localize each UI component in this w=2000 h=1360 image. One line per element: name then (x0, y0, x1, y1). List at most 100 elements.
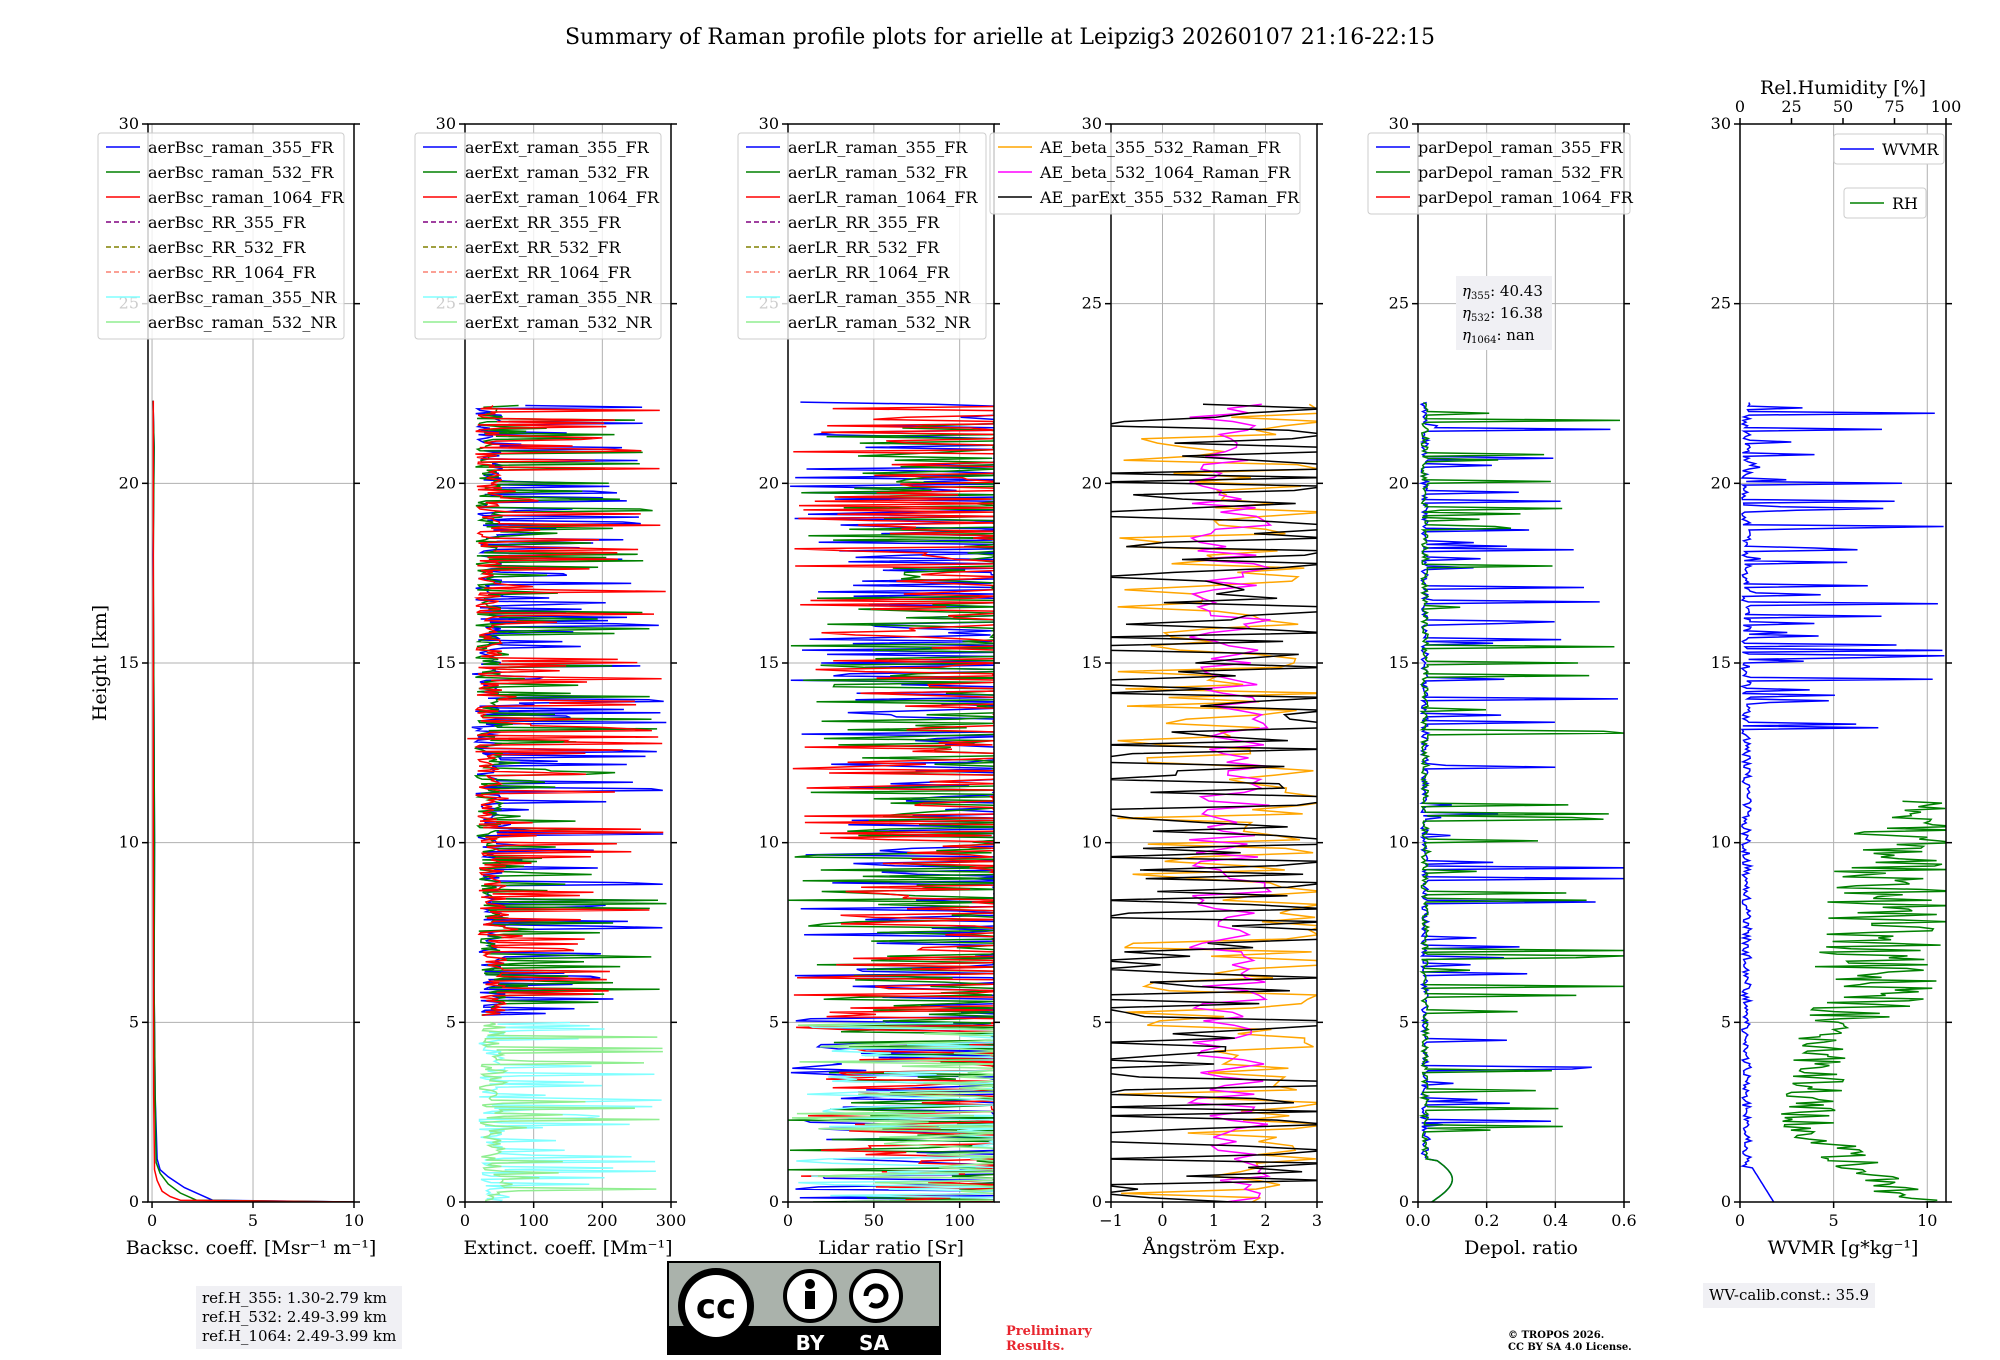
x-tick-label: 10 (344, 1211, 364, 1230)
x-tick-label: 300 (656, 1211, 687, 1230)
x-tick-label: 100 (944, 1211, 975, 1230)
y-tick-label: 10 (1711, 833, 1731, 852)
series-AE_parExt_355_532_Raman_FR (1111, 403, 1317, 1202)
y-axis-label: Height [km] (89, 605, 111, 721)
series-parDepol_raman_532_FR (1418, 401, 1624, 1202)
x-axis-label: Lidar ratio [Sr] (818, 1237, 964, 1259)
legend-entry: aerLR_RR_1064_FR (788, 263, 950, 282)
x-tick-label: 0 (1157, 1211, 1167, 1230)
x-tick-label: −1 (1099, 1211, 1123, 1230)
x-tick-label: 0.2 (1474, 1211, 1499, 1230)
series-AE_beta_532_1064_Raman_FR (1186, 403, 1273, 1202)
y-tick-label: 20 (1389, 473, 1409, 492)
plot-data (1111, 403, 1317, 1202)
legend-entry: aerLR_raman_355_FR (788, 138, 968, 157)
legend-entry: aerExt_raman_532_FR (465, 163, 650, 182)
axes-frame (147, 123, 355, 1203)
legend-box (97, 132, 345, 340)
legend-entry: aerBsc_raman_1064_FR (148, 188, 345, 207)
y-tick-label: 15 (759, 653, 779, 672)
y-tick-label: 20 (119, 473, 139, 492)
y-tick-label: 30 (119, 114, 139, 133)
x-tick-label: 200 (587, 1211, 618, 1230)
series-aerExt_raman_532_NR (479, 1021, 663, 1202)
plot-data (152, 400, 354, 1202)
eta-532: η532: 16.38 (1462, 304, 1543, 324)
ref-h-355: ref.H_355: 1.30-2.79 km (202, 1289, 387, 1307)
legend-box (737, 132, 987, 340)
y-tick-label: 10 (1389, 833, 1409, 852)
y-tick-label: 30 (1711, 114, 1731, 133)
panel-ext: 0510152025300100200300Extinct. coeff. [M… (414, 114, 687, 1259)
y-tick-label: 0 (446, 1192, 456, 1211)
x-tick-label: 2 (1260, 1211, 1270, 1230)
cc-sa-label: SA (859, 1331, 889, 1355)
x-tick-label: 50 (864, 1211, 884, 1230)
y-tick-label: 5 (1092, 1012, 1102, 1031)
legend-box (1833, 133, 1945, 165)
x-tick-label: 0.0 (1405, 1211, 1430, 1230)
series-parDepol_raman_355_FR (1418, 401, 1624, 1202)
y-tick-label: 15 (1711, 653, 1731, 672)
preliminary-line-1: Preliminary (1006, 1324, 1092, 1339)
cc-by-label: BY (796, 1331, 825, 1355)
x-axis-label: WVMR [g*kg⁻¹] (1768, 1237, 1919, 1259)
y-tick-label: 20 (1082, 473, 1102, 492)
y-tick-label: 10 (119, 833, 139, 852)
y-tick-label: 0 (1092, 1192, 1102, 1211)
legend-entry: aerExt_raman_1064_FR (465, 188, 660, 207)
legend-entry: aerExt_RR_532_FR (465, 238, 622, 257)
legend-entry: RH (1892, 194, 1918, 213)
plot-data (788, 401, 994, 1202)
x-tick-label: 5 (1829, 1211, 1839, 1230)
x-tick-label: 0.4 (1543, 1211, 1568, 1230)
y-tick-label: 5 (446, 1012, 456, 1031)
x-tick-label: 10 (1917, 1211, 1937, 1230)
y-tick-label: 10 (759, 833, 779, 852)
y-tick-label: 0 (769, 1192, 779, 1211)
panel-dep: 0 5 10 15 20 25 30 0.0 0.2 0.4 0.6 Depol. ratio parD… (1367, 114, 1637, 1259)
x-tick-label: 1 (1209, 1211, 1219, 1230)
x-tick-label: 100 (518, 1211, 549, 1230)
y-tick-label: 25 (1082, 294, 1102, 313)
plot-data (467, 404, 667, 1202)
legend-entry: AE_beta_532_1064_Raman_FR (1039, 163, 1291, 182)
top-axis-label: Rel.Humidity [%] (1760, 77, 1926, 99)
y-tick-label: 30 (759, 114, 779, 133)
series-WVMR (1740, 402, 1945, 1202)
series-aerBsc_raman_1064_FR (152, 400, 354, 1202)
ref-h-532: ref.H_532: 2.49-3.99 km (202, 1308, 387, 1326)
sa-icon (849, 1269, 903, 1323)
plot-data (1740, 402, 1946, 1202)
axes-frame (1110, 123, 1318, 1203)
preliminary-note: Preliminary Results. (1006, 1324, 1092, 1354)
series-aerLR_raman_532_NR (791, 1022, 994, 1202)
reference-height-box: ref.H_355: 1.30-2.79 km ref.H_532: 2.49-… (196, 1286, 403, 1349)
x-axis-label: Depol. ratio (1464, 1237, 1578, 1259)
x-tick-label: 0 (460, 1211, 470, 1230)
sa-icon-arrow (863, 1283, 889, 1309)
wv-calibration-box: WV-calib.const.: 35.9 (1703, 1283, 1876, 1308)
y-tick-label: 5 (129, 1012, 139, 1031)
x-tick-label: 5 (248, 1211, 258, 1230)
x-axis-label: Extinct. coeff. [Mm⁻¹] (463, 1237, 672, 1259)
top-x-tick-label: 75 (1884, 97, 1904, 116)
by-icon-head (805, 1279, 815, 1289)
legend-entry: AE_beta_355_532_Raman_FR (1039, 138, 1281, 157)
x-tick-label: 0 (783, 1211, 793, 1230)
eta-355: η355: 40.43 (1462, 282, 1543, 302)
y-tick-label: 20 (1711, 473, 1731, 492)
cc-by-sa-badge: cc BY SA (667, 1261, 941, 1355)
y-tick-label: 10 (1082, 833, 1102, 852)
legend-entry: aerBsc_RR_1064_FR (148, 263, 317, 282)
by-icon-body (805, 1291, 815, 1309)
y-tick-label: 25 (1711, 294, 1731, 313)
y-tick-label: 10 (436, 833, 456, 852)
panel-bsc: 0510152025300510Backsc. coeff. [Msr⁻¹ m⁻… (89, 114, 376, 1259)
x-tick-label: 0 (147, 1211, 157, 1230)
legend-entry: aerLR_raman_355_NR (788, 288, 971, 307)
x-tick-label: 0.6 (1611, 1211, 1636, 1230)
y-tick-label: 0 (1721, 1192, 1731, 1211)
legend-entry: AE_parExt_355_532_Raman_FR (1039, 188, 1300, 207)
